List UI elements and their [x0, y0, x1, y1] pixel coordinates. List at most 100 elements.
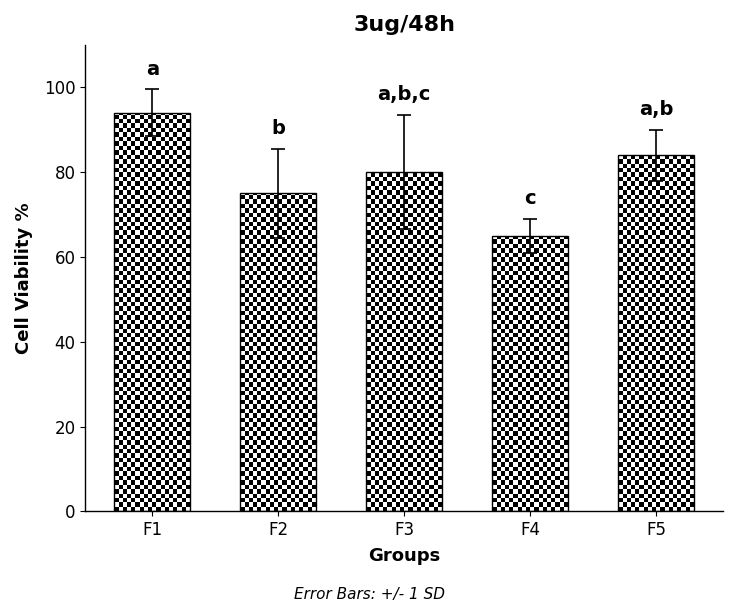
Bar	[165, 240, 169, 244]
Bar	[400, 298, 404, 302]
Bar	[182, 230, 186, 235]
Bar	[186, 208, 190, 213]
Bar	[669, 351, 673, 356]
Bar	[559, 329, 564, 333]
Bar	[404, 244, 408, 248]
Bar	[639, 436, 644, 440]
Bar	[258, 368, 261, 373]
Bar	[635, 422, 639, 426]
Bar	[564, 364, 568, 368]
Bar	[148, 279, 152, 284]
Bar	[396, 195, 400, 199]
Bar	[534, 315, 539, 320]
Bar	[644, 262, 648, 266]
Bar	[434, 467, 438, 471]
Bar	[270, 346, 274, 351]
Bar	[131, 195, 136, 199]
Bar	[627, 453, 631, 458]
Bar	[408, 337, 413, 342]
Bar	[148, 502, 152, 507]
Bar	[434, 458, 438, 463]
Bar	[644, 382, 648, 387]
Bar	[627, 324, 631, 329]
Bar	[383, 302, 387, 306]
Bar	[161, 445, 165, 449]
Bar	[690, 248, 694, 253]
Bar	[421, 240, 425, 244]
Bar	[261, 400, 266, 404]
Bar	[253, 222, 258, 226]
Bar	[127, 150, 131, 155]
Bar	[274, 368, 278, 373]
Bar	[379, 208, 383, 213]
Bar	[661, 172, 665, 177]
Bar	[514, 502, 517, 507]
Bar	[421, 208, 425, 213]
Bar	[430, 226, 434, 230]
Bar	[501, 404, 505, 409]
Bar	[627, 230, 631, 235]
Bar	[169, 279, 173, 284]
Bar	[400, 279, 404, 284]
Bar	[295, 337, 299, 342]
Bar	[139, 422, 144, 426]
Bar	[241, 235, 244, 240]
Bar	[392, 342, 396, 346]
Bar	[370, 275, 375, 279]
Bar	[556, 395, 559, 400]
Bar	[673, 302, 677, 306]
Bar	[417, 240, 421, 244]
Bar	[266, 244, 270, 248]
Bar	[266, 489, 270, 494]
Bar	[177, 123, 182, 128]
Bar	[295, 203, 299, 208]
Bar	[644, 315, 648, 320]
Bar	[644, 181, 648, 186]
Bar	[152, 387, 156, 391]
Bar	[173, 128, 177, 133]
Bar	[492, 288, 497, 293]
Bar	[253, 337, 258, 342]
Bar	[501, 485, 505, 489]
Bar	[681, 404, 686, 409]
Bar	[303, 271, 308, 275]
Bar	[522, 409, 526, 413]
Bar	[547, 360, 551, 364]
Bar	[148, 113, 152, 114]
Bar	[165, 159, 169, 164]
Bar	[408, 177, 413, 181]
Bar	[114, 494, 119, 498]
Bar	[119, 364, 123, 368]
Bar	[509, 409, 514, 413]
Bar	[156, 440, 161, 445]
Bar	[430, 306, 434, 311]
Bar	[551, 240, 556, 244]
Bar	[266, 440, 270, 445]
Bar	[497, 409, 501, 413]
Bar	[492, 257, 497, 262]
Bar	[661, 230, 665, 235]
Bar	[253, 329, 258, 333]
Bar	[404, 186, 408, 191]
Bar	[497, 333, 501, 337]
Bar	[501, 413, 505, 418]
Bar	[392, 404, 396, 409]
Bar	[543, 248, 547, 253]
Bar	[249, 413, 253, 418]
Bar	[673, 337, 677, 342]
Bar	[404, 172, 408, 177]
Bar	[173, 119, 177, 123]
Bar	[286, 445, 291, 449]
Bar	[627, 155, 631, 159]
Bar	[136, 320, 139, 324]
Bar	[139, 168, 144, 172]
Bar	[690, 213, 694, 217]
Bar	[421, 463, 425, 467]
Bar	[539, 431, 543, 436]
Bar	[165, 324, 169, 329]
Bar	[648, 453, 652, 458]
Bar	[623, 172, 627, 177]
Bar	[136, 266, 139, 271]
Bar	[375, 324, 379, 329]
Bar	[421, 315, 425, 320]
